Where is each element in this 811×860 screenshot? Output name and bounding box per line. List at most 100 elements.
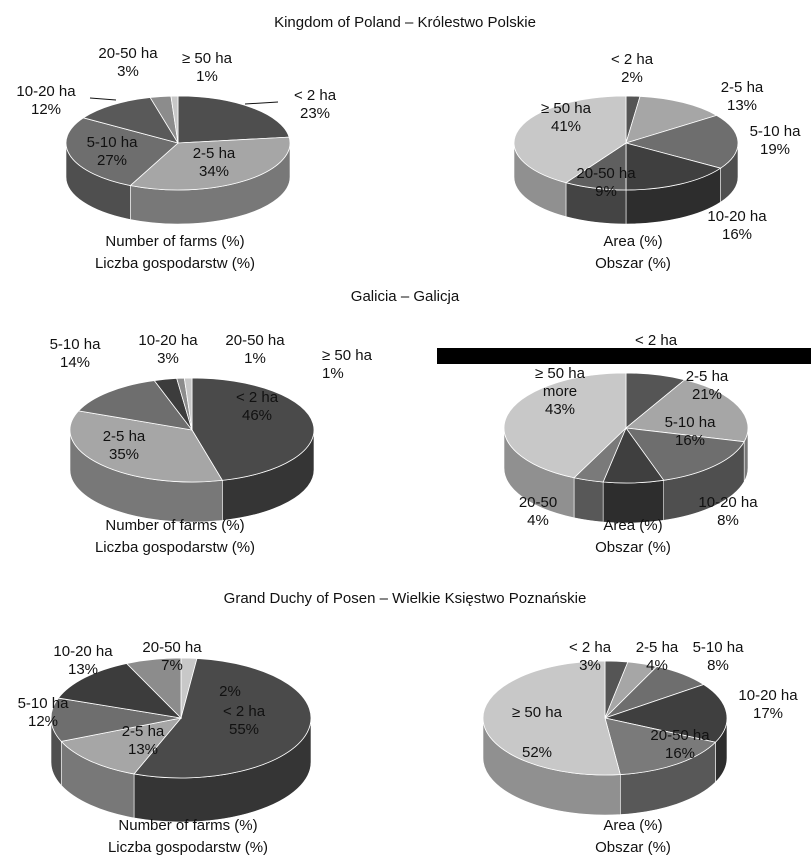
chart-subtitle: Obszar (%) [595, 839, 671, 856]
data-label-name: 2-5 ha [721, 79, 764, 96]
data-label-value: 46% [242, 407, 272, 424]
data-label-name: < 2 ha [611, 51, 654, 68]
chart-subtitle: Obszar (%) [595, 255, 671, 272]
pie-slice [625, 427, 745, 481]
data-label-value: 21% [692, 386, 722, 403]
data-label-name: < 2 ha [236, 389, 279, 406]
data-label-name: ≥ 50 ha [541, 100, 592, 117]
pie-slice [50, 697, 182, 742]
chart-subtitle: Liczba gospodarstw (%) [95, 255, 255, 272]
data-label-name: 10-20 ha [53, 643, 113, 660]
pie-slice [170, 95, 179, 144]
data-label-name: < 2 ha [635, 332, 678, 349]
data-label-value: 13% [128, 741, 158, 758]
pie-slice [604, 717, 717, 775]
data-label-value: 2% [219, 683, 241, 700]
data-label-value: 16% [722, 226, 752, 243]
redaction-bar [437, 348, 811, 364]
data-label-name: 10-20 ha [138, 332, 198, 349]
section-title-galicia: Galicia – Galicja [351, 288, 460, 305]
data-label-value: 4% [646, 657, 668, 674]
data-label-value: 14% [60, 354, 90, 371]
data-label-name: 20-50 ha [142, 639, 202, 656]
pie-side [513, 142, 739, 225]
data-label-name: 5-10 ha [665, 414, 717, 431]
data-label-value: 17% [753, 705, 783, 722]
data-label-value: 19% [760, 141, 790, 158]
data-label-value: 9% [595, 183, 617, 200]
data-label-value: 43% [545, 401, 575, 418]
data-label-value: 16% [675, 432, 705, 449]
data-label-name: ≥ 50 ha [182, 50, 233, 67]
data-label-name: 10-20 ha [698, 494, 758, 511]
data-label-value: 1% [196, 68, 218, 85]
pie-slice [69, 410, 224, 483]
data-label-value: 8% [717, 512, 739, 529]
leader-line [89, 97, 117, 101]
data-label-value: 12% [31, 101, 61, 118]
data-label-name: 20-50 ha [650, 727, 710, 744]
pie-side [482, 717, 728, 816]
section-title-poland: Kingdom of Poland – Królestwo Polskie [274, 14, 536, 31]
data-label-name: < 2 ha [223, 703, 266, 720]
data-label-value: 13% [68, 661, 98, 678]
data-label-value: 4% [527, 512, 549, 529]
data-label-value: 13% [727, 97, 757, 114]
pie-slice [503, 372, 627, 479]
data-label-name: 2-5 ha [103, 428, 146, 445]
chart-subtitle: Liczba gospodarstw (%) [108, 839, 268, 856]
data-label-name: ≥ 50 ha [512, 704, 563, 721]
pie-slice [133, 658, 312, 779]
section-title-posen: Grand Duchy of Posen – Wielkie Księstwo … [224, 590, 587, 607]
leader-line [244, 101, 279, 105]
data-label-name: 10-20 ha [16, 83, 76, 100]
data-label-value: 27% [97, 152, 127, 169]
pie-slice [183, 377, 193, 431]
data-label-name: 5-10 ha [693, 639, 745, 656]
pie-slice [625, 95, 718, 144]
data-label-value: 12% [28, 713, 58, 730]
pie-slice [60, 717, 183, 775]
pie-slice [125, 657, 182, 719]
data-label-value: 16% [665, 745, 695, 762]
data-label-value: 1% [322, 365, 344, 382]
pie-slice [177, 95, 290, 144]
pie-slice [625, 142, 722, 191]
pie-slice-side [573, 477, 604, 523]
data-label-name: < 2 ha [294, 87, 337, 104]
data-label-name: 20-50 ha [225, 332, 285, 349]
pie-slice [482, 660, 621, 776]
data-label-value: 2% [621, 69, 643, 86]
data-label-name: 10-20 ha [738, 687, 798, 704]
data-label-name: 5-10 ha [18, 695, 70, 712]
data-label-name: 20-50 ha [98, 45, 158, 62]
data-label-value: 1% [244, 350, 266, 367]
pie-slice [603, 684, 728, 743]
data-label-name: 5-10 ha [750, 123, 802, 140]
pie-slice [625, 379, 749, 443]
pie-slice [82, 97, 179, 144]
data-label-value: 23% [300, 105, 330, 122]
data-label-value: 7% [161, 657, 183, 674]
chart-subtitle: Liczba gospodarstw (%) [95, 539, 255, 556]
data-label-name: 2-5 ha [193, 145, 236, 162]
data-label-value: 3% [579, 657, 601, 674]
pie-slice [57, 663, 183, 719]
data-label-name: more [543, 383, 577, 400]
chart-title: Number of farms (%) [105, 233, 244, 250]
data-label-name: 2-5 ha [636, 639, 679, 656]
chart-title: Number of farms (%) [105, 517, 244, 534]
chart-title: Number of farms (%) [118, 817, 257, 834]
data-label-value: 35% [109, 446, 139, 463]
chart-subtitle: Obszar (%) [595, 539, 671, 556]
data-label-name: ≥ 50 ha [322, 347, 373, 364]
data-label-value: 52% [522, 744, 552, 761]
chart-title: Area (%) [603, 817, 662, 834]
